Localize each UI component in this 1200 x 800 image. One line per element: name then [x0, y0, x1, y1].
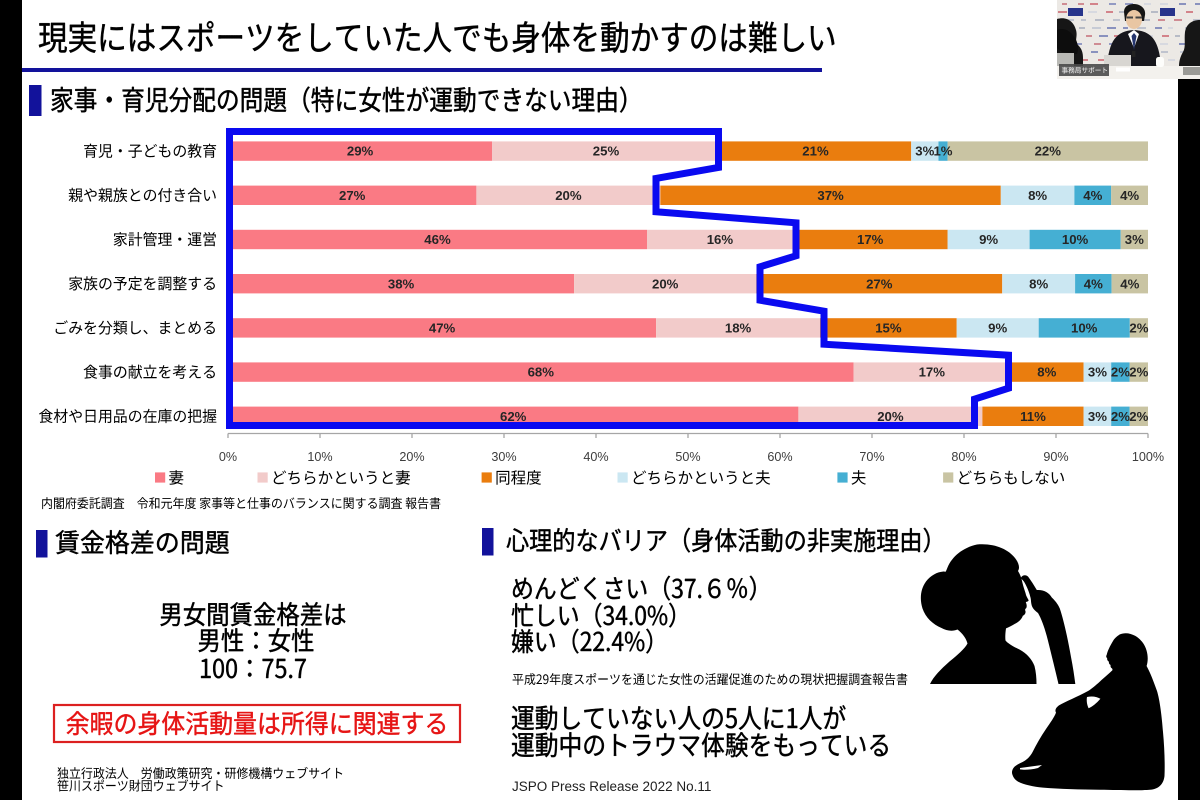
svg-text:15%: 15%	[875, 321, 902, 336]
svg-text:20%: 20%	[652, 276, 679, 291]
svg-text:100%: 100%	[1132, 450, 1164, 464]
svg-text:38%: 38%	[388, 276, 415, 291]
svg-text:8%: 8%	[1037, 365, 1056, 380]
svg-text:17%: 17%	[919, 365, 946, 380]
svg-text:27%: 27%	[866, 276, 893, 291]
svg-text:80%: 80%	[951, 450, 976, 464]
svg-text:4%: 4%	[1083, 188, 1102, 203]
svg-text:1%: 1%	[933, 144, 952, 159]
svg-text:16%: 16%	[707, 232, 734, 247]
svg-text:20%: 20%	[399, 450, 424, 464]
svg-text:4%: 4%	[1120, 188, 1139, 203]
svg-text:30%: 30%	[491, 450, 516, 464]
svg-text:90%: 90%	[1043, 450, 1068, 464]
svg-text:62%: 62%	[500, 409, 527, 424]
svg-text:10%: 10%	[1062, 232, 1089, 247]
svg-text:3%: 3%	[1125, 232, 1144, 247]
svg-text:50%: 50%	[675, 450, 700, 464]
svg-text:10%: 10%	[307, 450, 332, 464]
svg-text:4%: 4%	[1120, 276, 1139, 291]
svg-text:60%: 60%	[767, 450, 792, 464]
svg-text:2%: 2%	[1111, 409, 1130, 424]
svg-text:20%: 20%	[555, 188, 582, 203]
svg-text:11%: 11%	[1020, 409, 1046, 424]
svg-text:9%: 9%	[988, 321, 1007, 336]
svg-text:25%: 25%	[593, 144, 620, 159]
svg-text:17%: 17%	[857, 232, 884, 247]
svg-text:8%: 8%	[1029, 276, 1048, 291]
svg-text:21%: 21%	[802, 144, 829, 159]
svg-text:2%: 2%	[1129, 321, 1148, 336]
svg-text:40%: 40%	[583, 450, 608, 464]
svg-text:68%: 68%	[528, 365, 555, 380]
svg-text:3%: 3%	[1088, 409, 1107, 424]
svg-text:22%: 22%	[1035, 144, 1062, 159]
svg-text:8%: 8%	[1028, 188, 1047, 203]
svg-text:20%: 20%	[877, 409, 904, 424]
svg-text:3%: 3%	[1088, 365, 1107, 380]
svg-text:10%: 10%	[1071, 321, 1098, 336]
svg-text:2%: 2%	[1129, 409, 1148, 424]
svg-text:3%: 3%	[915, 144, 934, 159]
svg-text:JSPO Press Release 2022 No.11: JSPO Press Release 2022 No.11	[512, 779, 711, 794]
svg-text:70%: 70%	[859, 450, 884, 464]
svg-text:37%: 37%	[817, 188, 844, 203]
svg-text:9%: 9%	[979, 232, 998, 247]
svg-text:2%: 2%	[1129, 365, 1148, 380]
svg-text:0%: 0%	[219, 450, 237, 464]
svg-text:47%: 47%	[429, 321, 456, 336]
svg-text:2%: 2%	[1111, 365, 1130, 380]
svg-text:4%: 4%	[1084, 276, 1103, 291]
svg-text:18%: 18%	[725, 321, 752, 336]
svg-text:27%: 27%	[339, 188, 366, 203]
svg-text:46%: 46%	[424, 232, 451, 247]
svg-text:29%: 29%	[347, 144, 374, 159]
